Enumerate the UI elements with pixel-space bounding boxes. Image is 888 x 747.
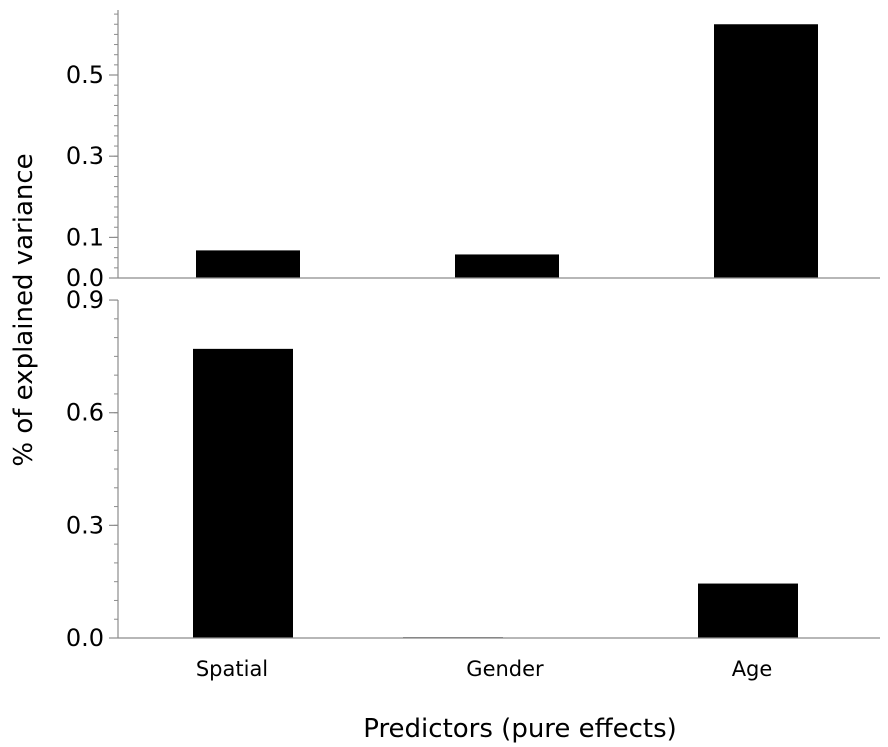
x-axis-title: Predictors (pure effects) (363, 714, 677, 744)
bar-spatial (193, 348, 293, 638)
bar-age (698, 583, 798, 638)
chart-panels: 0.0 0.1 0.3 0.5 0.0 0.3 0.6 0.9 Spatial Gender Age (66, 10, 880, 681)
x-category-label-age: Age (732, 657, 773, 681)
x-category-label-spatial: Spatial (196, 657, 268, 681)
y-tick-label: 0.1 (66, 223, 104, 251)
y-tick-label: 0.3 (66, 511, 104, 539)
x-category-label-gender: Gender (466, 657, 544, 681)
bar-gender (455, 254, 559, 278)
y-tick-label: 0.6 (66, 399, 104, 427)
y-tick-label: 0.0 (66, 624, 104, 652)
y-tick-label: 0.9 (66, 286, 104, 314)
y-tick-label: 0.3 (66, 142, 104, 170)
bar-spatial (196, 250, 300, 278)
chart-panel-1: 0.0 0.1 0.3 0.5 (66, 10, 880, 292)
y-tick-label: 0.0 (66, 264, 104, 292)
y-axis-title: % of explained variance (9, 153, 39, 466)
bar-age (714, 24, 818, 278)
y-tick-label: 0.5 (66, 61, 104, 89)
chart-panel-2: 0.0 0.3 0.6 0.9 Spatial Gender Age (66, 286, 880, 681)
